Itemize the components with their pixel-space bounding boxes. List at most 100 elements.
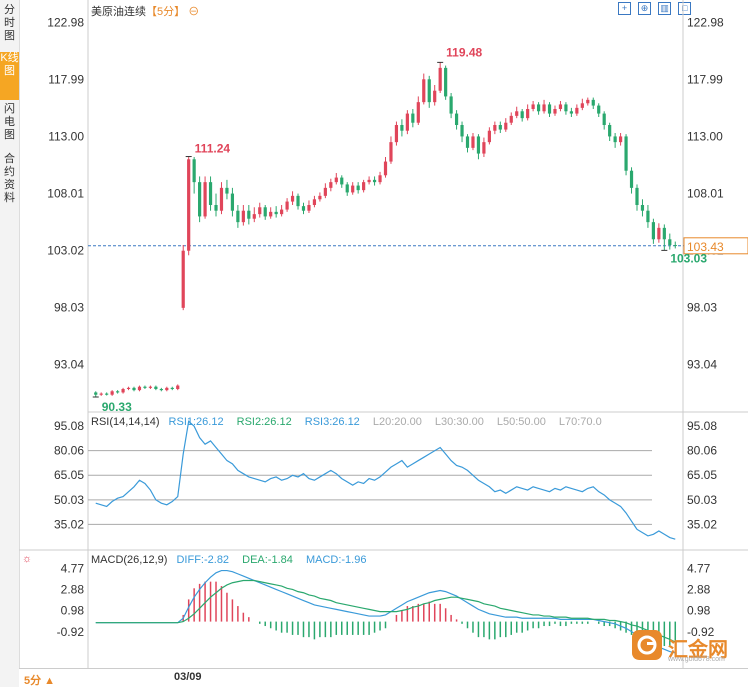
candle-body bbox=[126, 387, 131, 389]
tab-contract-info[interactable]: 合约资料 bbox=[4, 153, 15, 204]
price-tick-right: 122.98 bbox=[687, 15, 724, 29]
candle-body bbox=[192, 159, 196, 183]
fullscreen-icon[interactable]: □ bbox=[678, 2, 692, 15]
candle-body bbox=[465, 136, 470, 148]
candle-body bbox=[252, 214, 256, 219]
diff-line bbox=[95, 569, 676, 654]
rsi-tick-left: 80.06 bbox=[54, 444, 84, 458]
candle-body bbox=[400, 125, 404, 131]
price-tick-right: 113.00 bbox=[687, 129, 723, 143]
candle-body bbox=[383, 161, 388, 176]
price-tick-left: 108.01 bbox=[47, 186, 84, 200]
candle-body bbox=[449, 96, 453, 114]
chart-type-icon[interactable]: ▥ bbox=[658, 2, 672, 15]
candle-body bbox=[219, 187, 224, 211]
rsi-line bbox=[95, 420, 676, 540]
extreme-label: 103.03 bbox=[670, 251, 707, 265]
candle-body bbox=[285, 201, 289, 210]
macd-title: MACD(26,12,9) bbox=[91, 554, 168, 566]
candle-body bbox=[536, 104, 541, 112]
price-tick-left: 113.00 bbox=[48, 129, 84, 143]
candle-body bbox=[301, 206, 306, 211]
bottom-bar bbox=[19, 668, 748, 688]
candle-body bbox=[143, 386, 147, 388]
candle-body bbox=[187, 159, 191, 251]
macd-tick-left: 4.77 bbox=[61, 562, 85, 576]
macd-value: MACD:-1.96 bbox=[305, 554, 367, 566]
candle-body bbox=[520, 111, 524, 119]
candle-body bbox=[312, 199, 317, 205]
candle-body bbox=[526, 109, 530, 119]
rsi2-value: RSI2:26.12 bbox=[236, 416, 292, 428]
l20-value: L20:20.00 bbox=[372, 416, 422, 428]
candle-body bbox=[531, 104, 535, 109]
crosshair-icon[interactable]: + bbox=[618, 2, 631, 15]
candle-body bbox=[137, 386, 142, 391]
candle-body bbox=[487, 130, 491, 143]
candle-body bbox=[378, 175, 382, 183]
candle-body bbox=[662, 227, 666, 240]
candle-body bbox=[564, 104, 568, 112]
candle-body bbox=[646, 210, 650, 223]
candle-body bbox=[444, 67, 448, 97]
candle-body bbox=[651, 222, 655, 240]
candle-body bbox=[345, 184, 349, 193]
candle-body bbox=[591, 99, 595, 106]
candle-body bbox=[629, 170, 634, 188]
period-select[interactable]: 5分 ▲ bbox=[24, 675, 56, 687]
candle-body bbox=[356, 185, 360, 191]
rsi-tick-left: 95.08 bbox=[54, 419, 84, 433]
candle-body bbox=[116, 391, 120, 393]
macd-tick-right: 4.77 bbox=[687, 562, 711, 576]
macd-tick-left: 2.88 bbox=[61, 583, 85, 597]
candle-body bbox=[323, 187, 327, 196]
candle-body bbox=[181, 250, 185, 308]
rsi-tick-right: 65.05 bbox=[687, 468, 717, 482]
candle-body bbox=[362, 182, 366, 191]
candle-body bbox=[263, 207, 267, 217]
logo-icon bbox=[632, 630, 662, 660]
rsi-tick-right: 80.06 bbox=[687, 444, 717, 458]
tab-time-share[interactable]: 分时图 bbox=[4, 4, 15, 42]
rsi3-value: RSI3:26.12 bbox=[304, 416, 360, 428]
settings-icon[interactable]: ☼ bbox=[22, 553, 33, 565]
candle-body bbox=[618, 136, 623, 143]
candle-body bbox=[110, 391, 114, 395]
candle-body bbox=[394, 125, 399, 143]
macd-header: MACD(26,12,9) DIFF:-2.82 DEA:-1.84 MACD:… bbox=[91, 554, 376, 566]
candle-body bbox=[471, 136, 475, 148]
candle-body bbox=[389, 142, 393, 162]
candle-body bbox=[274, 211, 278, 215]
rsi-tick-left: 65.05 bbox=[54, 468, 84, 482]
candle-body bbox=[208, 182, 213, 205]
candle-body bbox=[230, 193, 235, 211]
candle-body bbox=[258, 207, 262, 215]
tab-kline[interactable]: K线图 bbox=[0, 52, 19, 100]
candle-body bbox=[580, 103, 584, 108]
candle-body bbox=[515, 111, 519, 116]
candle-body bbox=[602, 113, 606, 125]
candle-body bbox=[476, 136, 481, 154]
rsi-tick-right: 50.03 bbox=[687, 493, 717, 507]
candle-body bbox=[673, 245, 677, 246]
candle-body bbox=[482, 142, 486, 154]
price-tick-left: 103.02 bbox=[47, 243, 84, 257]
zoom-in-icon[interactable]: ⊕ bbox=[638, 2, 652, 15]
candle-body bbox=[460, 125, 464, 137]
candle-body bbox=[170, 387, 174, 389]
logo-subtext: www.gold678.com bbox=[668, 656, 725, 663]
macd-tick-left: -0.92 bbox=[57, 625, 85, 639]
sidebar bbox=[0, 0, 20, 687]
candle-body bbox=[493, 125, 497, 131]
candle-body bbox=[438, 67, 442, 91]
candle-body bbox=[225, 187, 229, 194]
period-label[interactable]: 【5分】 bbox=[146, 6, 186, 18]
l30-value: L30:30.00 bbox=[434, 416, 484, 428]
dea-value: DEA:-1.84 bbox=[242, 554, 293, 566]
candle-body bbox=[569, 111, 573, 114]
price-tick-right: 93.04 bbox=[687, 358, 717, 372]
tab-flash-chart[interactable]: 闪电图 bbox=[4, 103, 15, 141]
extreme-label: 119.48 bbox=[446, 45, 482, 59]
rsi-tick-right: 95.08 bbox=[687, 419, 717, 433]
circle-minus-icon[interactable]: ⊖ bbox=[188, 6, 200, 18]
